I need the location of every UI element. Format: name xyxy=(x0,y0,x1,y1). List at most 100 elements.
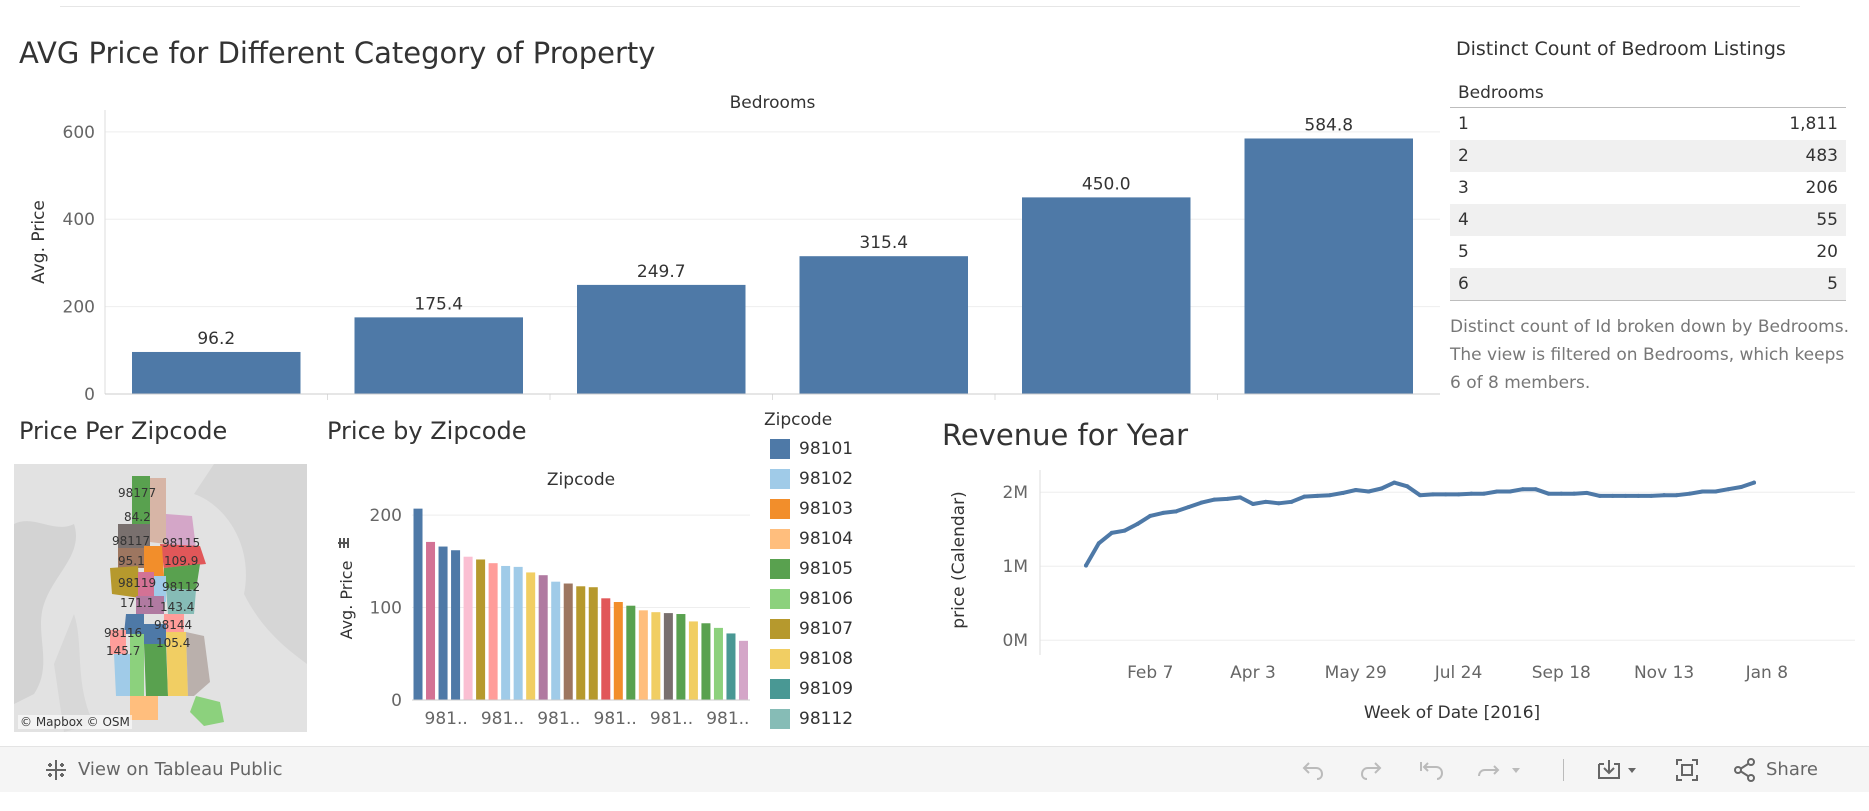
map-label: 84.2 xyxy=(124,510,151,524)
data-point xyxy=(1366,489,1371,494)
legend-title: Zipcode xyxy=(764,410,833,430)
zipcode-map-graphic xyxy=(14,464,307,732)
data-point xyxy=(1148,513,1153,518)
data-point xyxy=(1687,491,1692,496)
share-button[interactable]: Share xyxy=(1732,747,1818,792)
legend-swatch xyxy=(770,619,790,639)
table-row[interactable]: 3 206 xyxy=(1450,172,1846,204)
bar xyxy=(688,621,698,700)
legend-label: 98112 xyxy=(799,709,854,729)
legend-item[interactable]: 98105 xyxy=(764,554,853,584)
map-label: 98116 xyxy=(104,626,143,640)
view-on-tableau-button[interactable]: View on Tableau Public xyxy=(44,747,283,792)
data-point xyxy=(1186,505,1191,509)
legend-swatch xyxy=(770,709,790,729)
data-point xyxy=(1456,492,1461,497)
legend-item[interactable]: 98107 xyxy=(764,614,853,644)
bedrooms-cell: 4 xyxy=(1458,210,1469,230)
count-cell: 5 xyxy=(1827,274,1838,294)
bar xyxy=(354,317,523,394)
table-row[interactable]: 4 55 xyxy=(1450,204,1846,236)
map-label: 145.7 xyxy=(106,644,141,658)
data-point xyxy=(1700,489,1705,494)
y-tick-label: 600 xyxy=(63,123,95,143)
legend-swatch xyxy=(770,589,790,609)
redo-button[interactable] xyxy=(1358,747,1384,792)
bar xyxy=(463,556,473,700)
data-point xyxy=(1418,493,1422,498)
zip-region xyxy=(164,564,200,590)
table-row[interactable]: 6 5 xyxy=(1450,268,1846,301)
zip-region xyxy=(166,632,188,696)
data-point xyxy=(1739,485,1744,490)
legend-item[interactable]: 98109 xyxy=(764,674,853,704)
zip-region xyxy=(118,524,150,548)
zipcode-legend: Zipcode 98101 98102 98103 98104 98105 98… xyxy=(764,406,853,734)
x-tick-label: Jul 24 xyxy=(1434,663,1483,683)
y-tick-label: 400 xyxy=(63,210,95,230)
table-row[interactable]: 2 483 xyxy=(1450,140,1846,172)
y-tick-label: 1M xyxy=(1003,557,1028,577)
undo-button[interactable] xyxy=(1300,747,1326,792)
data-point xyxy=(1199,500,1204,505)
zip-region xyxy=(190,696,224,726)
y-axis-label: Avg. Price xyxy=(337,561,356,640)
x-tick-label: Nov 13 xyxy=(1634,663,1694,683)
bar xyxy=(713,627,723,700)
data-point xyxy=(1315,493,1320,498)
legend-item[interactable]: 98103 xyxy=(764,494,853,524)
bedrooms-cell: 2 xyxy=(1458,146,1469,166)
data-point xyxy=(1328,493,1333,498)
fullscreen-button[interactable] xyxy=(1674,747,1700,792)
y-axis-label: price (Calendar) xyxy=(949,491,969,628)
revert-button[interactable] xyxy=(1418,747,1446,792)
table-row[interactable]: 5 20 xyxy=(1450,236,1846,268)
data-point xyxy=(1251,502,1255,507)
zip-region xyxy=(186,632,210,696)
bar xyxy=(577,284,746,394)
data-point xyxy=(1533,487,1538,492)
zipcode-map[interactable]: 98177 84.2 98117 98115 95.1 109.9 98119 … xyxy=(14,464,307,732)
legend-label: 98107 xyxy=(799,619,854,639)
data-point xyxy=(1225,496,1230,501)
bar xyxy=(638,610,648,700)
legend-item[interactable]: 98102 xyxy=(764,464,853,494)
zip-region xyxy=(110,566,140,598)
data-point xyxy=(1559,491,1564,496)
refresh-button[interactable] xyxy=(1476,747,1526,792)
sort-icon xyxy=(338,538,349,548)
bedroom-table-title: Distinct Count of Bedroom Listings xyxy=(1456,38,1786,60)
data-point xyxy=(1520,487,1525,492)
legend-item[interactable]: 98104 xyxy=(764,524,853,554)
bar-value-label: 450.0 xyxy=(1082,174,1131,194)
data-point xyxy=(1353,487,1358,492)
data-point xyxy=(1263,499,1268,504)
data-point xyxy=(1161,510,1166,515)
zipcode-header: Zipcode xyxy=(547,470,615,490)
y-axis-label: Avg. Price xyxy=(29,200,49,284)
zip-map-title: Price Per Zipcode xyxy=(19,417,228,445)
legend-item[interactable]: 98101 xyxy=(764,434,853,464)
legend-item[interactable]: 98112 xyxy=(764,704,853,734)
legend-swatch xyxy=(770,469,790,489)
legend-item[interactable]: 98106 xyxy=(764,584,853,614)
zipcode-bar-chart[interactable]: Zipcode Avg. Price 0 100 200 981.. 981.. 981.. 9… xyxy=(325,460,755,740)
data-point xyxy=(1084,563,1088,568)
bar xyxy=(426,541,436,700)
legend-item[interactable]: 98108 xyxy=(764,644,853,674)
download-button[interactable] xyxy=(1596,747,1642,792)
data-point xyxy=(1405,484,1410,489)
bar-value-label: 249.7 xyxy=(637,262,686,282)
zip-region xyxy=(144,624,166,644)
count-cell: 1,811 xyxy=(1789,114,1838,134)
data-point xyxy=(1610,493,1615,498)
zip-region xyxy=(160,544,206,568)
bar xyxy=(438,546,448,700)
x-tick-label: Feb 7 xyxy=(1127,663,1173,683)
data-point xyxy=(1572,491,1577,496)
zip-region xyxy=(166,514,196,548)
data-point xyxy=(1726,487,1731,492)
table-row[interactable]: 1 1,811 xyxy=(1450,108,1846,140)
revenue-line-chart[interactable]: price (Calendar) Week of Date [2016] 0M 1M 2… xyxy=(940,460,1860,740)
